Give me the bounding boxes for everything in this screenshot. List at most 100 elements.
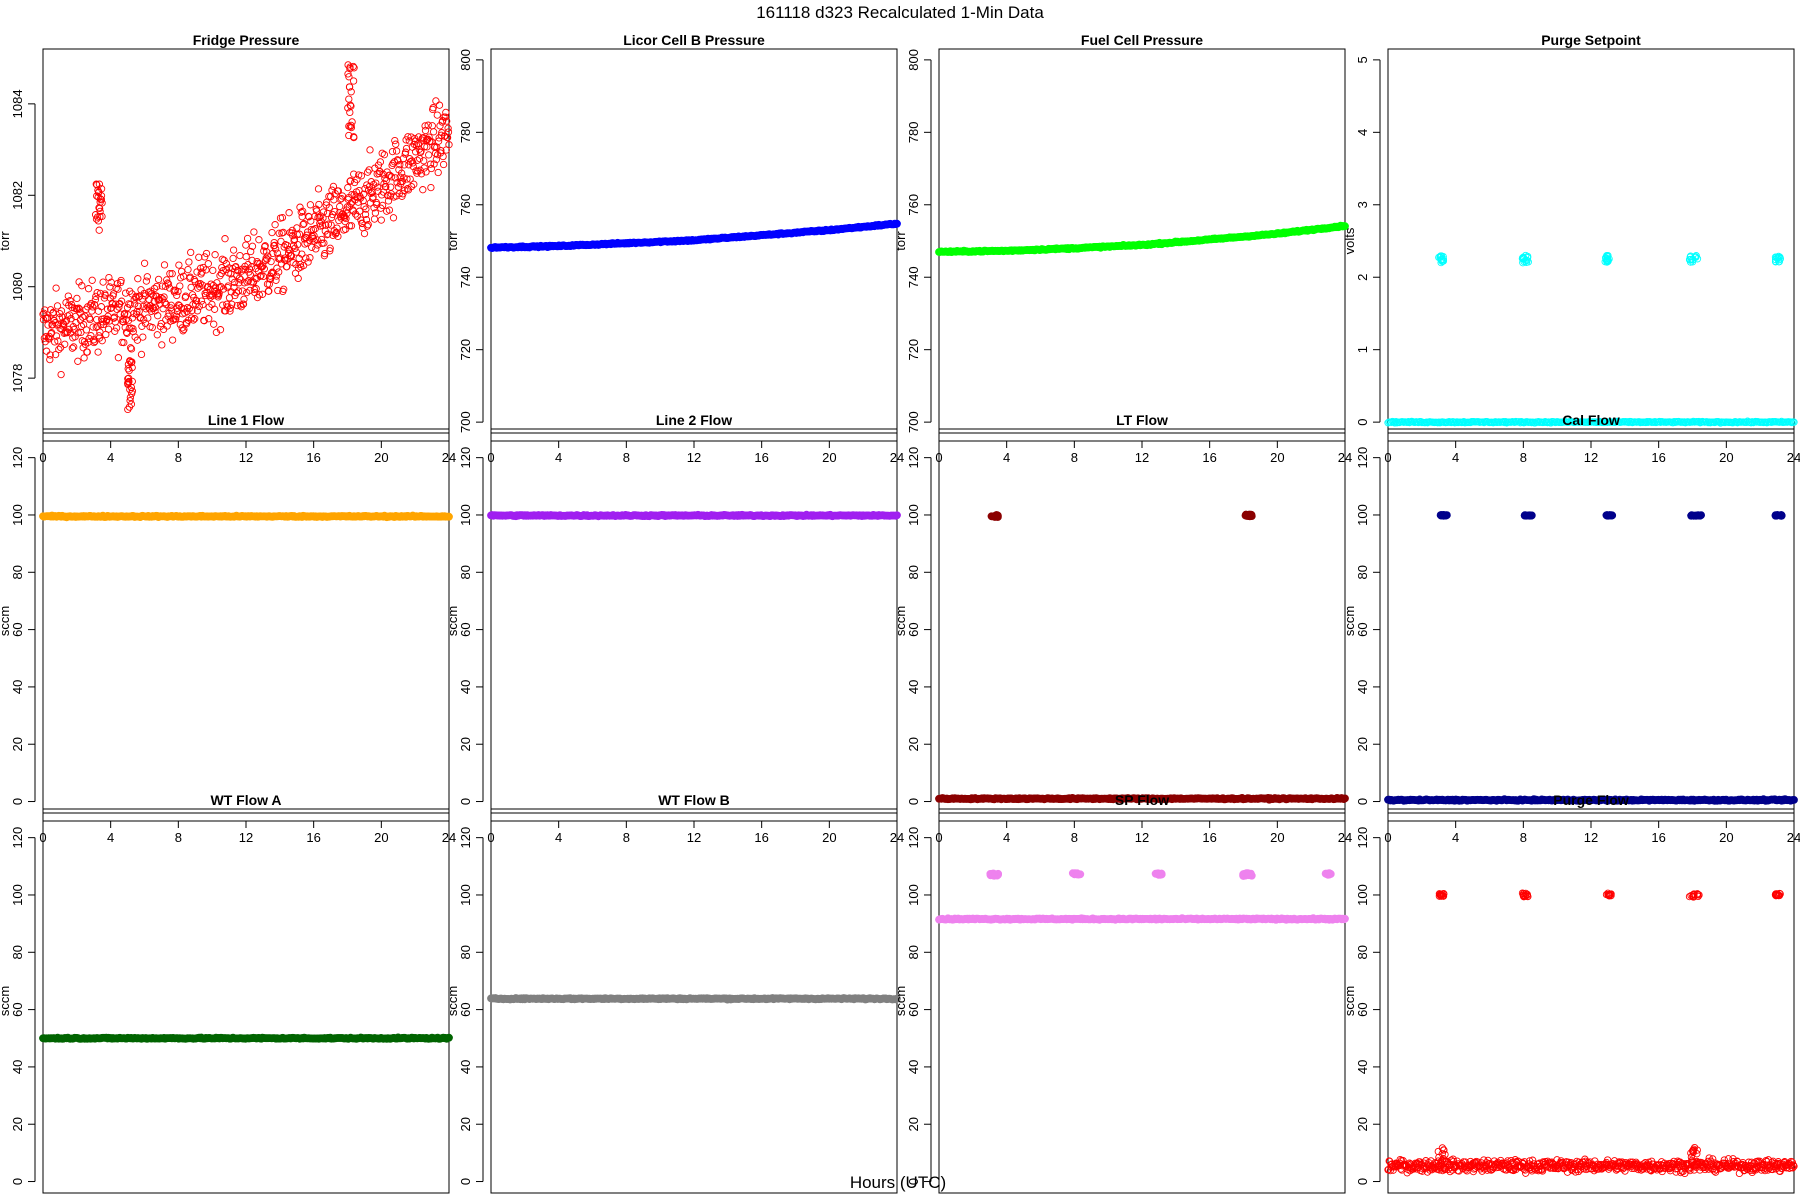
data-point: [98, 337, 106, 345]
data-point: [384, 197, 393, 205]
data-point: [319, 208, 328, 216]
y-tick-label: 800: [906, 49, 921, 71]
data-point: [62, 317, 71, 325]
data-point: [57, 370, 65, 379]
data-point: [125, 377, 133, 386]
data-point: [112, 324, 121, 332]
data-point: [180, 325, 188, 334]
data-point: [134, 302, 142, 310]
data-point: [360, 202, 368, 211]
data-point: [344, 183, 352, 192]
data-point: [1525, 511, 1534, 520]
x-tick-label: 12: [687, 450, 701, 465]
data-point: [68, 344, 77, 352]
plot-frame: [42, 428, 450, 814]
x-tick-label: 4: [1003, 450, 1010, 465]
y-tick-label: 80: [10, 945, 25, 959]
y-tick-label: 20: [906, 1117, 921, 1131]
x-tick-label: 8: [623, 830, 630, 845]
data-point: [435, 101, 444, 109]
plot-frame: [938, 808, 1346, 1194]
data-point: [391, 174, 399, 182]
data-point: [229, 246, 238, 254]
data-point: [329, 182, 338, 191]
data-point: [143, 273, 151, 281]
data-point: [75, 278, 83, 286]
plot-frame: [490, 48, 898, 434]
data-point: [187, 248, 195, 257]
data-point: [237, 303, 245, 311]
x-tick-label: 16: [1202, 830, 1216, 845]
data-point: [315, 200, 323, 209]
data-point: [67, 315, 75, 323]
data-point: [51, 350, 60, 359]
data-point: [320, 239, 328, 247]
plot-frame: [42, 48, 450, 434]
data-point: [255, 291, 263, 299]
data-point: [308, 243, 316, 251]
data-point: [126, 300, 134, 309]
data-point: [388, 147, 397, 156]
x-tick-label: 8: [623, 450, 630, 465]
y-tick-label: 20: [458, 737, 473, 751]
data-point: [42, 347, 51, 355]
data-point: [95, 226, 103, 234]
data-point: [121, 289, 130, 297]
plot-frame: [490, 428, 898, 814]
data-point: [305, 213, 313, 221]
y-tick-label: 80: [10, 565, 25, 579]
y-tick-label: 720: [906, 339, 921, 361]
data-point: [424, 121, 432, 129]
data-point: [242, 241, 250, 249]
data-point: [299, 220, 307, 229]
data-point: [396, 161, 404, 169]
data-point: [126, 357, 134, 365]
data-point: [295, 230, 304, 238]
data-point: [92, 215, 101, 223]
data-point: [159, 295, 167, 303]
data-point: [168, 336, 177, 344]
y-tick-label: 3: [1355, 201, 1370, 208]
data-point: [228, 300, 236, 308]
data-point: [360, 229, 369, 238]
data-point: [178, 324, 186, 332]
data-point: [221, 235, 229, 243]
data-point: [111, 327, 119, 335]
data-point: [350, 133, 358, 141]
data-points: [1384, 511, 1798, 805]
data-point: [380, 151, 389, 159]
data-point: [291, 244, 299, 252]
data-point: [44, 321, 52, 329]
data-point: [427, 183, 435, 192]
panel-title: LT Flow: [1116, 412, 1168, 428]
data-point: [114, 354, 123, 362]
data-point: [175, 261, 183, 269]
data-point: [306, 201, 315, 209]
panel-title: Fuel Cell Pressure: [1081, 32, 1203, 48]
data-point: [56, 343, 65, 352]
data-point: [88, 276, 96, 284]
x-tick-label: 20: [374, 450, 388, 465]
data-point: [258, 290, 267, 298]
y-tick-label: 80: [906, 565, 921, 579]
data-point: [91, 211, 100, 219]
data-point: [92, 323, 100, 331]
data-point: [163, 276, 171, 284]
data-point: [330, 227, 338, 235]
data-point: [278, 213, 287, 222]
data-point: [46, 355, 54, 364]
y-tick-label: 120: [906, 447, 921, 469]
data-point: [53, 302, 62, 310]
y-tick-label: 60: [906, 1002, 921, 1016]
data-point: [419, 186, 427, 194]
x-tick-label: 12: [1135, 450, 1149, 465]
plot-frame: [42, 808, 450, 1194]
panel-title: WT Flow B: [658, 792, 730, 808]
data-point: [297, 208, 305, 216]
data-point: [73, 294, 81, 303]
data-point: [255, 236, 263, 244]
data-point: [127, 345, 136, 353]
data-point: [248, 242, 257, 250]
data-point: [417, 147, 425, 155]
